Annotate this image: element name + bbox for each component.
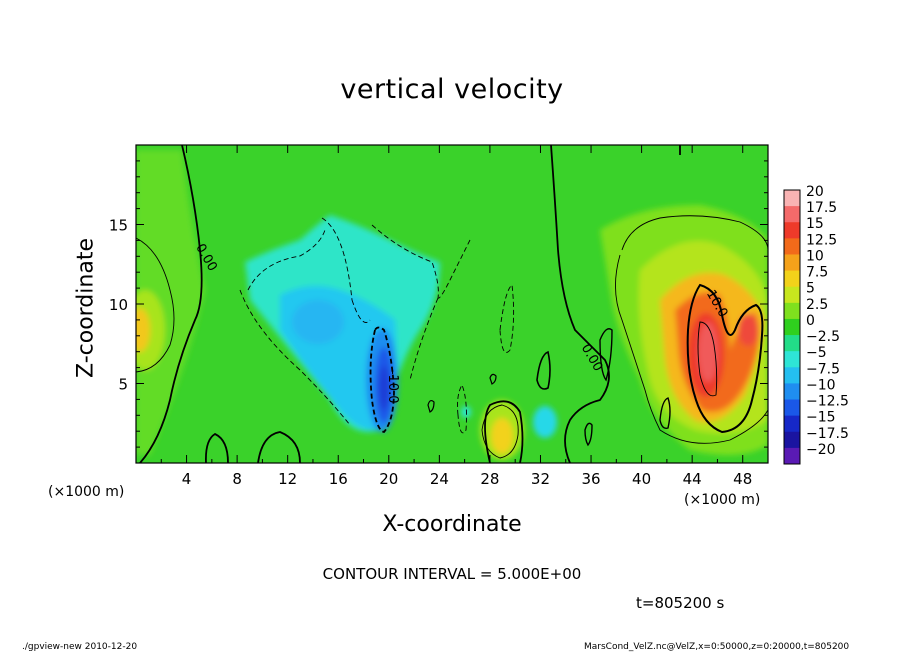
x-tick-label: 44	[683, 470, 702, 488]
contour-line-13	[615, 215, 768, 444]
x-tick-label: 20	[379, 470, 398, 488]
contour-line-9	[584, 422, 593, 447]
time-stamp: t=805200 s	[636, 594, 725, 612]
colorbar-swatch	[784, 206, 800, 223]
colorbar-swatch	[784, 302, 800, 320]
x-tick-label: 16	[329, 470, 348, 488]
colorbar-label: −10	[806, 377, 836, 393]
contour-line-18	[371, 224, 439, 381]
colorbar-label: 20	[806, 184, 824, 200]
colorbar-swatch	[784, 335, 800, 352]
colorbar-swatch	[784, 415, 800, 433]
contour-label-1: -10.0	[385, 370, 400, 404]
field-blob-13	[136, 308, 150, 352]
x-tick-label: 4	[182, 470, 192, 488]
colorbar-swatch	[784, 431, 800, 449]
y-tick-label: 10	[109, 296, 128, 314]
contour-line-17	[239, 217, 371, 426]
contour-line-12	[136, 237, 175, 373]
contour-line-15	[686, 283, 764, 434]
contour-line-4	[257, 431, 301, 463]
x-tick-label: 36	[581, 470, 600, 488]
field-blob-4	[292, 300, 344, 344]
contour-line-10	[427, 399, 435, 413]
contour-line-0	[139, 145, 203, 463]
colorbar-label: 17.5	[806, 200, 837, 216]
y-tick-label: 15	[109, 217, 128, 235]
colorbar-label: 5	[806, 281, 815, 297]
contour-line-7	[599, 328, 613, 382]
colorbar-swatch	[784, 270, 800, 288]
contour-line-21	[457, 383, 467, 434]
colorbar-label: −20	[806, 442, 836, 458]
colorbar-swatch	[784, 367, 800, 384]
colorbar-label: 2.5	[806, 297, 828, 313]
x-tick-label: 12	[278, 470, 297, 488]
footer-left: ./gpview-new 2010-12-20	[22, 642, 138, 652]
contour-line-1	[550, 145, 610, 463]
field-blob-0	[136, 150, 205, 455]
colorbar-label: 12.5	[806, 232, 837, 248]
x-unit-left: (×1000 m)	[48, 484, 125, 500]
colorbar-swatch	[784, 447, 800, 465]
field	[136, 145, 768, 463]
contour-line-3	[484, 400, 524, 463]
contour-line-14	[481, 404, 519, 459]
field-blob-19	[738, 314, 758, 346]
colorbar-swatch	[784, 383, 800, 401]
y-tick-label: 5	[118, 376, 128, 394]
contour-line-19	[437, 239, 471, 299]
colorbar-label: −15	[806, 410, 836, 426]
field-blob-11	[491, 418, 513, 454]
colorbar-label: 7.5	[806, 265, 828, 281]
x-unit-right: (×1000 m)	[684, 492, 761, 508]
contour-lines	[136, 145, 768, 463]
contour-line-11	[489, 373, 497, 385]
colorbar-label: 0	[806, 313, 815, 329]
colorbar-label: −2.5	[806, 329, 840, 345]
colorbar-label: −5	[806, 345, 827, 361]
contour-line-22	[369, 326, 395, 434]
contour-line-5	[205, 432, 229, 463]
field-blob-18	[698, 322, 718, 382]
contour-line-20	[499, 284, 515, 353]
colorbar-swatch	[784, 222, 800, 239]
colorbar-label: 15	[806, 216, 824, 232]
colorbar-swatch	[784, 254, 800, 272]
x-axis-label: X-coordinate	[382, 512, 522, 537]
colorbar-frame	[783, 189, 801, 465]
field-blob-8	[533, 406, 557, 438]
contour-line-16	[697, 321, 718, 397]
colorbar-label: −7.5	[806, 361, 840, 377]
colorbar-swatch	[784, 351, 800, 368]
contour-line-8	[659, 397, 671, 430]
chart-title: vertical velocity	[340, 74, 564, 105]
field-blob-9	[461, 406, 471, 418]
colorbar-swatch	[784, 190, 800, 207]
colorbar-swatch	[784, 399, 800, 417]
field-blob-7	[379, 366, 389, 410]
x-tick-label: 28	[480, 470, 499, 488]
colorbar: 2017.51512.5107.552.50−2.5−5−7.5−10−12.5…	[783, 184, 849, 465]
x-tick-label: 8	[232, 470, 242, 488]
footer-right: MarsCond_VelZ.nc@VelZ,x=0:50000,z=0:2000…	[584, 642, 850, 652]
x-tick-label: 48	[733, 470, 752, 488]
colorbar-label: −17.5	[806, 426, 849, 442]
contour-line-6	[536, 350, 551, 390]
colorbar-label: −12.5	[806, 394, 849, 410]
colorbar-swatch	[784, 238, 800, 255]
contour-interval: CONTOUR INTERVAL = 5.000E+00	[322, 565, 582, 583]
x-tick-label: 24	[430, 470, 449, 488]
colorbar-swatch	[784, 318, 800, 336]
x-tick-label: 40	[632, 470, 651, 488]
colorbar-label: 10	[806, 248, 824, 264]
colorbar-swatch	[784, 286, 800, 304]
y-axis-label: Z-coordinate	[73, 238, 99, 378]
x-tick-label: 32	[531, 470, 550, 488]
